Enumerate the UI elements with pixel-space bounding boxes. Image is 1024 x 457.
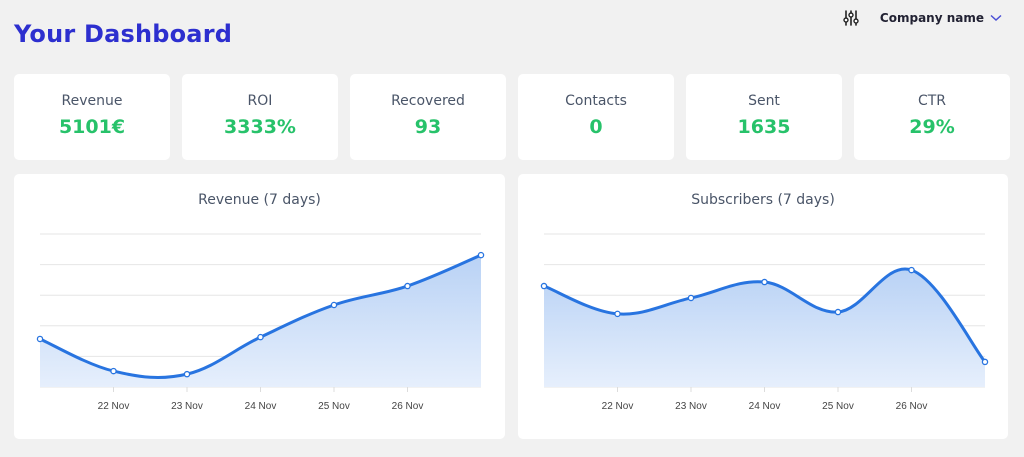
kpi-value: 0 xyxy=(589,116,603,138)
kpi-value: 1635 xyxy=(737,116,791,138)
revenue-chart[interactable]: 22 Nov 23 Nov 24 Nov 25 Nov 26 Nov xyxy=(14,174,505,439)
x-tick-label: 26 Nov xyxy=(392,401,424,412)
company-selector[interactable]: Company name xyxy=(880,11,1002,25)
kpi-label: CTR xyxy=(917,93,947,109)
kpi-card-ctr: CTR 29% xyxy=(854,74,1010,160)
x-tick-label: 23 Nov xyxy=(171,401,203,412)
page-title: Your Dashboard xyxy=(14,20,233,48)
x-tick-label: 26 Nov xyxy=(896,401,928,412)
data-point[interactable] xyxy=(110,367,117,375)
kpi-card-roi: ROI 3333% xyxy=(182,74,338,160)
kpi-label: ROI xyxy=(247,93,273,109)
revenue-chart-card: Revenue (7 days) 22 Nov 23 Nov 24 Nov 25 No… xyxy=(14,174,505,439)
chevron-down-icon xyxy=(990,14,1002,22)
kpi-value: 29% xyxy=(909,116,955,138)
x-tick-label: 23 Nov xyxy=(675,401,707,412)
data-point[interactable] xyxy=(540,282,548,290)
kpi-value: 5101€ xyxy=(58,116,126,138)
data-point[interactable] xyxy=(761,278,768,286)
kpi-label: Contacts xyxy=(565,93,627,109)
kpi-label: Sent xyxy=(748,93,780,109)
data-point[interactable] xyxy=(614,310,621,318)
x-tick-label: 22 Nov xyxy=(602,401,634,412)
kpi-card-revenue: Revenue 5101€ xyxy=(14,74,170,160)
chart-title: Subscribers (7 days) xyxy=(691,192,835,208)
data-point[interactable] xyxy=(183,370,191,378)
kpi-label: Recovered xyxy=(391,93,465,109)
data-point[interactable] xyxy=(834,308,842,316)
kpi-value: 93 xyxy=(414,116,442,138)
data-point[interactable] xyxy=(477,251,485,259)
x-tick-label: 25 Nov xyxy=(822,401,854,412)
subscribers-chart-card: Subscribers (7 days) 22 Nov 23 Nov 24 Nov 2… xyxy=(518,174,1008,439)
data-point[interactable] xyxy=(687,294,695,302)
x-tick-label: 24 Nov xyxy=(749,401,781,412)
x-tick-label: 22 Nov xyxy=(98,401,130,412)
area-fill xyxy=(544,269,985,387)
data-point[interactable] xyxy=(404,282,411,290)
x-tick-label: 24 Nov xyxy=(245,401,277,412)
kpi-card-sent: Sent 1635 xyxy=(686,74,842,160)
chart-title: Revenue (7 days) xyxy=(198,192,321,208)
kpi-card-recovered: Recovered 93 xyxy=(350,74,506,160)
data-point[interactable] xyxy=(908,266,915,274)
kpi-value: 3333% xyxy=(224,116,296,138)
data-point[interactable] xyxy=(330,301,338,309)
kpi-card-contacts: Contacts 0 xyxy=(518,74,674,160)
area-fill xyxy=(40,255,481,387)
sliders-icon[interactable] xyxy=(842,9,860,27)
data-point[interactable] xyxy=(36,335,44,343)
subscribers-chart[interactable]: 22 Nov 23 Nov 24 Nov 25 Nov 26 Nov xyxy=(518,174,1008,439)
data-point[interactable] xyxy=(981,358,989,366)
data-point[interactable] xyxy=(257,333,264,341)
x-tick-label: 25 Nov xyxy=(318,401,350,412)
company-name: Company name xyxy=(879,11,984,25)
kpi-label: Revenue xyxy=(61,93,123,109)
top-bar: Company name xyxy=(842,8,1002,28)
kpi-row: Revenue 5101€ ROI 3333% Recovered 93 Con… xyxy=(14,74,1010,160)
